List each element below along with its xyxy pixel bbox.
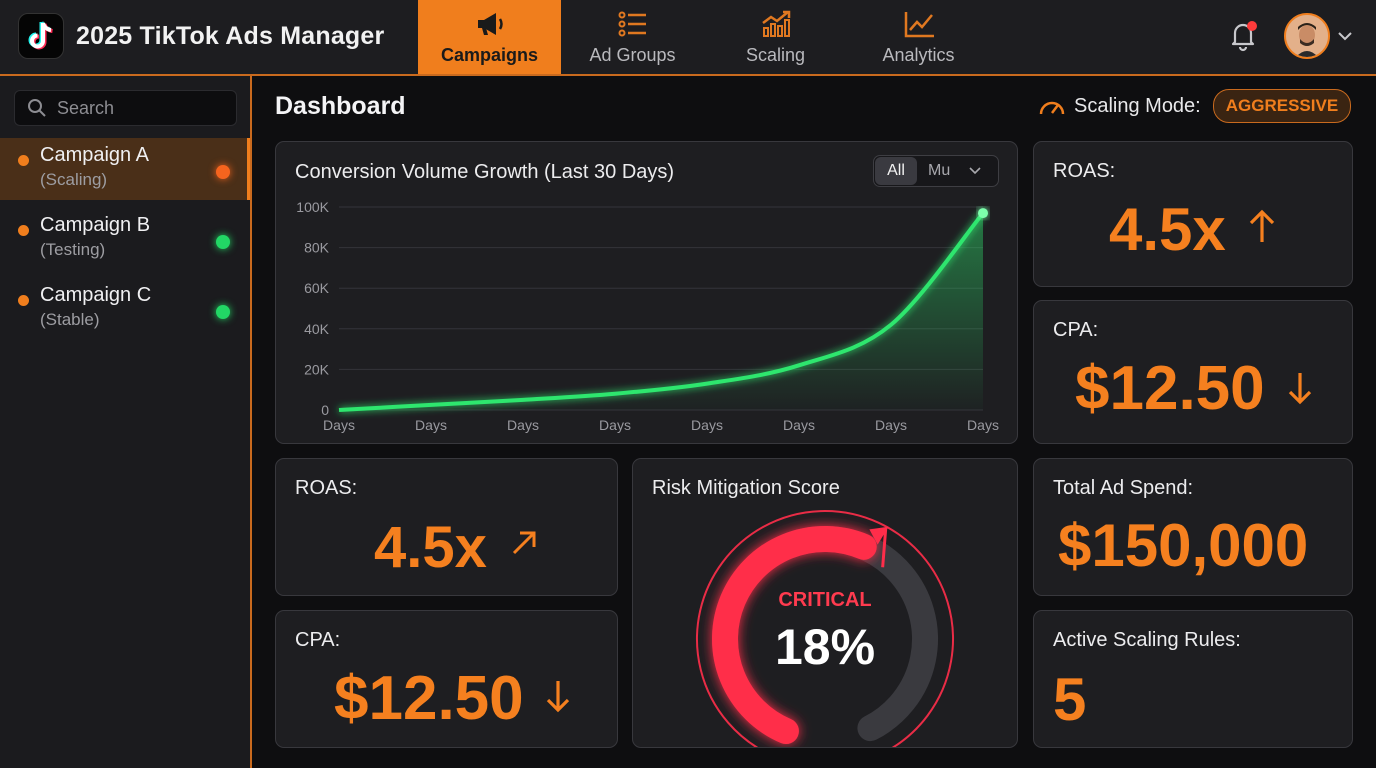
- risk-status: CRITICAL: [778, 589, 871, 611]
- search-input[interactable]: [57, 97, 227, 119]
- tab-ad-groups[interactable]: Ad Groups: [561, 0, 704, 74]
- status-indicator: [216, 165, 230, 179]
- gauge-pointer-arrow: [869, 526, 889, 568]
- cpa-value: $12.50: [334, 664, 524, 733]
- x-tick-label: Days: [691, 417, 723, 433]
- chart-series-line: [338, 211, 985, 412]
- notification-dot: [1247, 21, 1257, 31]
- chevron-down-icon[interactable]: [968, 166, 982, 176]
- conversion-chart: 0 20K 40K 60K 80K 100K Days Days Days Days Days Da…: [296, 199, 999, 433]
- roas-card-bottom: ROAS: 4.5x: [275, 458, 618, 596]
- campaign-name: Campaign A: [40, 144, 149, 166]
- active-rules-label: Active Scaling Rules:: [1053, 629, 1241, 651]
- bullet-icon: [18, 155, 29, 166]
- y-tick-label: 100K: [296, 199, 329, 215]
- campaign-name: Campaign C: [40, 284, 152, 306]
- chart-filter: All Mu: [873, 155, 999, 187]
- roas-label: ROAS:: [1053, 160, 1116, 182]
- conversion-chart-card: Conversion Volume Growth (Last 30 Days) …: [275, 141, 1018, 444]
- x-tick-label: Days: [967, 417, 999, 433]
- cpa-card-bottom: CPA: $12.50: [275, 610, 618, 748]
- cpa-label: CPA:: [1053, 319, 1099, 341]
- main-nav: Campaigns Ad Groups Scaling: [418, 0, 990, 74]
- y-tick-label: 80K: [304, 240, 330, 256]
- scaling-mode: Scaling Mode: AGGRESSIVE: [1038, 89, 1352, 123]
- y-tick-label: 0: [321, 402, 329, 418]
- chart-area-fill: [339, 213, 983, 410]
- arrow-down-icon: [1288, 373, 1312, 405]
- search-icon: [28, 99, 46, 117]
- status-indicator: [216, 235, 230, 249]
- y-tick-label: 60K: [304, 280, 330, 296]
- campaign-status-text: (Scaling): [40, 170, 108, 189]
- list-icon: [618, 11, 646, 36]
- x-tick-label: Days: [323, 417, 355, 433]
- gauge-outer-ring: [696, 510, 954, 747]
- roas-label: ROAS:: [295, 477, 358, 499]
- active-rules-card: Active Scaling Rules: 5: [1033, 610, 1353, 748]
- x-tick-label: Days: [507, 417, 539, 433]
- line-chart-icon: [904, 11, 934, 37]
- risk-score-card: Risk Mitigation Score CRITICAL 18%: [632, 458, 1018, 748]
- bell-icon[interactable]: [1226, 18, 1260, 52]
- megaphone-icon: [477, 12, 503, 35]
- active-rules-value: 5: [1053, 666, 1087, 733]
- arrow-up-icon: [1249, 209, 1275, 242]
- tab-analytics[interactable]: Analytics: [847, 0, 990, 74]
- cpa-label: CPA:: [295, 629, 341, 651]
- campaign-status-text: (Testing): [40, 240, 106, 259]
- risk-value: 18%: [775, 619, 875, 675]
- chart-title: Conversion Volume Growth (Last 30 Days): [295, 161, 675, 183]
- x-tick-label: Days: [783, 417, 815, 433]
- sidebar-item-campaign-b[interactable]: Campaign B (Testing): [0, 208, 250, 270]
- arrow-down-icon: [546, 681, 570, 713]
- tab-campaigns[interactable]: Campaigns: [418, 0, 561, 74]
- status-indicator: [216, 305, 230, 319]
- top-bar: 2025 TikTok Ads Manager Campaigns Ad Gro…: [0, 0, 1376, 76]
- sidebar: Campaign A (Scaling) Campaign B (Testing…: [0, 76, 252, 768]
- app-title: 2025 TikTok Ads Manager: [76, 22, 385, 50]
- risk-title: Risk Mitigation Score: [652, 477, 840, 499]
- growth-chart-icon: [761, 10, 790, 37]
- chevron-down-icon[interactable]: [1336, 28, 1354, 44]
- filter-all-button[interactable]: All: [875, 157, 917, 185]
- scaling-mode-badge[interactable]: AGGRESSIVE: [1212, 89, 1352, 123]
- total-spend-card: Total Ad Spend: $150,000: [1033, 458, 1353, 596]
- cpa-card-top: CPA: $12.50: [1033, 300, 1353, 444]
- roas-value: 4.5x: [1109, 196, 1226, 263]
- total-spend-label: Total Ad Spend:: [1053, 477, 1194, 499]
- user-avatar[interactable]: [1284, 13, 1330, 59]
- y-tick-label: 20K: [304, 361, 330, 377]
- chart-end-point: [978, 208, 988, 219]
- total-spend-value: $150,000: [1058, 512, 1309, 579]
- bullet-icon: [18, 295, 29, 306]
- speedometer-icon: [1039, 101, 1065, 115]
- roas-value: 4.5x: [374, 515, 487, 580]
- scaling-mode-label: Scaling Mode:: [1074, 94, 1201, 117]
- search-box: [14, 90, 237, 126]
- risk-gauge: CRITICAL 18%: [696, 510, 954, 747]
- campaign-status-text: (Stable): [40, 310, 100, 329]
- y-tick-label: 40K: [304, 321, 330, 337]
- sidebar-item-campaign-a[interactable]: Campaign A (Scaling): [0, 138, 250, 200]
- tiktok-logo-icon[interactable]: [18, 13, 64, 59]
- tab-campaigns-label: Campaigns: [440, 44, 539, 65]
- x-tick-label: Days: [599, 417, 631, 433]
- tab-ad-groups-label: Ad Groups: [589, 44, 676, 65]
- filter-option[interactable]: Mu: [928, 162, 951, 179]
- tab-scaling[interactable]: Scaling: [704, 0, 847, 74]
- x-tick-label: Days: [875, 417, 907, 433]
- tab-scaling-label: Scaling: [745, 44, 806, 65]
- x-tick-label: Days: [415, 417, 447, 433]
- roas-card-top: ROAS: 4.5x: [1033, 141, 1353, 287]
- bullet-icon: [18, 225, 29, 236]
- arrow-up-right-icon: [512, 531, 536, 555]
- gauge-fill: [712, 526, 877, 745]
- cpa-value: $12.50: [1075, 354, 1265, 423]
- sidebar-item-campaign-c[interactable]: Campaign C (Stable): [0, 278, 250, 340]
- tab-analytics-label: Analytics: [882, 44, 955, 65]
- campaign-name: Campaign B: [40, 214, 151, 236]
- page-title: Dashboard: [275, 92, 406, 120]
